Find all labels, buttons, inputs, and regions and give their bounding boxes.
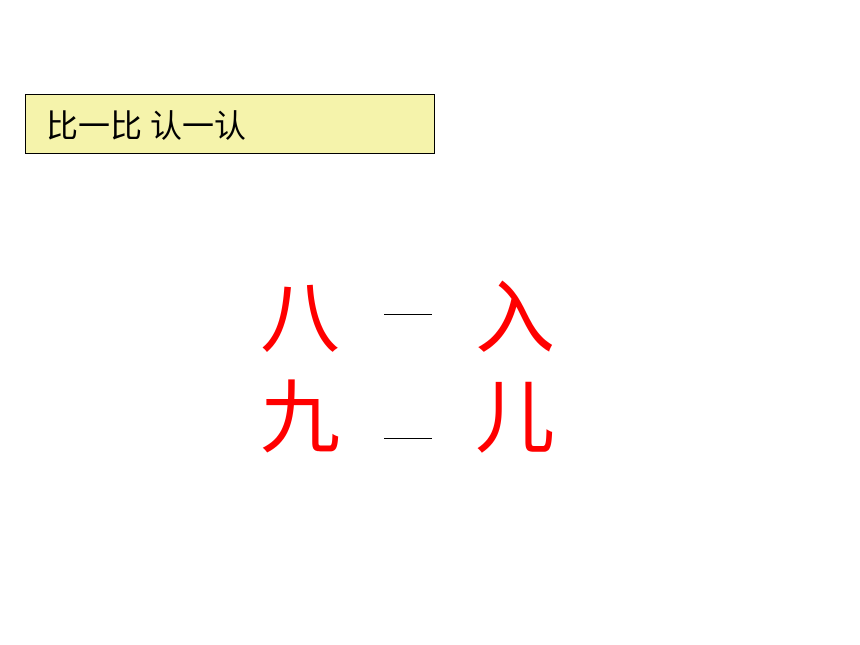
comparison-area: 八 入 九 儿: [245, 270, 570, 470]
dash-separator-1: [355, 320, 460, 321]
title-text: 比一比 认一认: [46, 101, 246, 147]
char-left-2: 九: [245, 370, 355, 470]
char-right-1: 入: [460, 270, 570, 370]
dash-separator-2: [355, 420, 460, 421]
comparison-row-2: 九 儿: [245, 370, 570, 470]
char-right-2: 儿: [460, 370, 570, 470]
comparison-row-1: 八 入: [245, 270, 570, 370]
char-left-1: 八: [245, 270, 355, 370]
title-box: 比一比 认一认: [25, 94, 435, 154]
